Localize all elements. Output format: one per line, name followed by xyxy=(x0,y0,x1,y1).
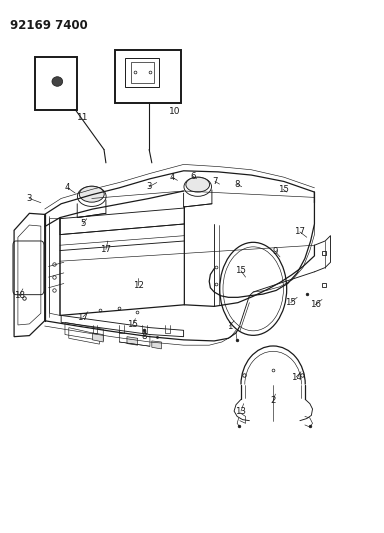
Text: 15: 15 xyxy=(278,185,288,194)
Text: 17: 17 xyxy=(78,312,88,321)
Text: 15: 15 xyxy=(285,298,296,307)
Ellipse shape xyxy=(79,186,104,202)
Text: 7: 7 xyxy=(212,177,218,186)
Text: 4: 4 xyxy=(65,183,70,192)
Text: 1: 1 xyxy=(227,321,232,330)
Ellipse shape xyxy=(186,177,210,192)
Text: 18: 18 xyxy=(13,291,25,300)
Text: 5: 5 xyxy=(80,220,86,229)
Text: 10: 10 xyxy=(169,107,180,116)
Text: 3: 3 xyxy=(146,182,152,191)
Text: 14: 14 xyxy=(291,373,301,382)
Text: 9: 9 xyxy=(273,247,278,256)
Polygon shape xyxy=(152,341,161,349)
Polygon shape xyxy=(93,333,103,342)
Text: 13: 13 xyxy=(235,407,247,416)
Text: 17: 17 xyxy=(100,245,111,254)
Text: 15: 15 xyxy=(235,266,247,275)
Text: 92169 7400: 92169 7400 xyxy=(10,19,88,33)
Text: 2: 2 xyxy=(270,396,276,405)
Ellipse shape xyxy=(52,77,63,86)
Polygon shape xyxy=(127,337,138,345)
Text: 15: 15 xyxy=(127,320,138,329)
Text: 6: 6 xyxy=(190,172,195,181)
Text: 8: 8 xyxy=(234,180,240,189)
Text: 3: 3 xyxy=(26,194,32,203)
Text: 16: 16 xyxy=(310,300,321,309)
Text: 12: 12 xyxy=(133,280,144,289)
Text: 8: 8 xyxy=(141,332,147,341)
Text: 11: 11 xyxy=(77,114,89,123)
Text: 4: 4 xyxy=(169,173,175,182)
Text: 17: 17 xyxy=(295,228,305,237)
